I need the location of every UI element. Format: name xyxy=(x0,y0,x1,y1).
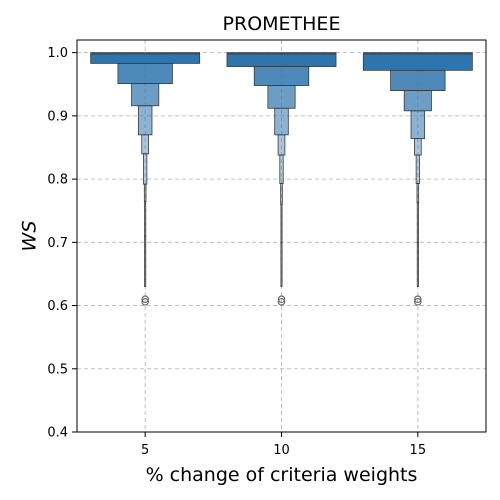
boxen-group-10 xyxy=(226,52,337,306)
outlier-point xyxy=(414,297,422,306)
boxes-layer xyxy=(90,52,473,306)
boxen-level xyxy=(280,203,283,243)
boxen-level xyxy=(362,52,473,71)
boxen-level xyxy=(280,183,283,205)
boxen-level xyxy=(410,110,426,140)
boxen-level xyxy=(280,241,283,287)
outlier-point xyxy=(141,297,149,306)
chart-title: PROMETHEE xyxy=(223,13,341,35)
boxen-level xyxy=(137,105,153,136)
y-tick-label: 0.6 xyxy=(47,299,68,314)
boxen-level xyxy=(141,134,149,155)
boxen-group-5 xyxy=(90,52,201,306)
outlier-point xyxy=(414,295,422,304)
boxen-level xyxy=(144,200,147,237)
boxen-level xyxy=(279,154,284,184)
y-tick-label: 0.8 xyxy=(47,173,68,188)
boxen-level xyxy=(416,202,419,243)
boxen-level xyxy=(131,83,160,107)
boxen-level xyxy=(390,69,446,91)
outlier-point xyxy=(141,295,149,304)
x-tick-label: 15 xyxy=(410,443,427,458)
boxen-level xyxy=(253,66,310,86)
x-tick-label: 10 xyxy=(273,443,290,458)
boxen-level xyxy=(143,153,148,185)
ticks-layer: 0.4 0.5 0.6 0.7 0.8 0.9 1.0 5 10 15 xyxy=(47,46,426,458)
x-axis-label: % change of criteria weights xyxy=(146,464,418,486)
boxen-level xyxy=(415,154,420,184)
boxen-level xyxy=(416,241,419,287)
boxen-level xyxy=(226,52,337,67)
y-tick-label: 0.4 xyxy=(47,426,68,441)
boxen-level xyxy=(144,235,147,287)
outlier-point xyxy=(277,297,286,306)
boxen-level xyxy=(274,107,289,136)
y-axis-label: WS xyxy=(19,221,41,252)
outlier-point xyxy=(277,295,286,304)
boxen-level xyxy=(414,138,422,156)
boxen-level xyxy=(143,183,147,202)
y-tick-label: 1.0 xyxy=(47,46,68,61)
y-tick-label: 0.5 xyxy=(47,362,68,377)
y-tick-label: 0.7 xyxy=(47,236,68,251)
boxen-level xyxy=(117,62,173,85)
boxen-level xyxy=(277,134,286,156)
boxen-level xyxy=(416,183,420,203)
y-tick-label: 0.9 xyxy=(47,109,68,124)
boxen-group-15 xyxy=(362,52,473,306)
x-tick-label: 5 xyxy=(141,443,149,458)
boxen-level xyxy=(403,90,432,112)
boxen-level xyxy=(267,85,296,109)
